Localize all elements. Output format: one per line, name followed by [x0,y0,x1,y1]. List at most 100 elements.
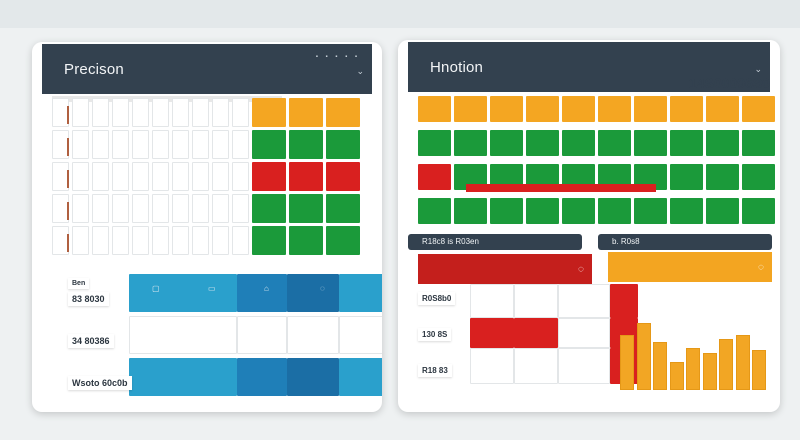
chevron-down-icon[interactable]: ⌄ [356,66,364,76]
grid-cell[interactable] [454,198,487,224]
expand-icon[interactable]: ◌ [758,262,764,273]
grid-cell[interactable] [598,198,631,224]
grid-cell[interactable] [418,130,451,156]
grid-cell[interactable] [192,226,209,255]
grid-cell[interactable] [212,226,229,255]
grid-cell[interactable] [562,96,595,122]
grid-cell[interactable] [232,226,249,255]
grid-cell[interactable] [152,194,169,223]
grid-cell[interactable] [72,194,89,223]
grid-cell[interactable] [670,164,703,190]
table-cell[interactable] [558,348,610,384]
grid-cell[interactable] [172,130,189,159]
grid-cell[interactable] [289,226,323,255]
grid-cell[interactable] [326,162,360,191]
grid-cell[interactable] [72,130,89,159]
table-cell[interactable] [287,358,339,396]
grid-cell[interactable] [112,194,129,223]
section-bar-right[interactable]: b. R0s8 [598,234,772,250]
grid-cell[interactable] [742,198,775,224]
grid-cell[interactable] [172,194,189,223]
grid-cell[interactable] [92,130,109,159]
grid-cell[interactable] [152,226,169,255]
grid-cell[interactable] [706,164,739,190]
grid-cell[interactable] [92,162,109,191]
table-cell[interactable] [287,274,339,312]
grid-cell[interactable] [232,162,249,191]
table-cell[interactable] [287,316,339,354]
table-cell[interactable] [470,318,514,348]
grid-cell[interactable] [742,130,775,156]
table-cell[interactable] [237,274,287,312]
header-toolbar-icons[interactable]: ▪ ▪ ▪ ▪ ▪ [315,54,360,60]
grid-cell[interactable] [72,162,89,191]
grid-cell[interactable] [526,130,559,156]
grid-cell[interactable] [212,130,229,159]
grid-cell[interactable] [192,162,209,191]
grid-cell[interactable] [92,226,109,255]
grid-cell[interactable] [252,98,286,127]
table-cell[interactable] [339,358,382,396]
grid-cell[interactable] [706,130,739,156]
grid-cell[interactable] [132,130,149,159]
grid-cell[interactable] [562,130,595,156]
grid-cell[interactable] [454,130,487,156]
grid-cell[interactable] [152,162,169,191]
grid-cell[interactable] [252,226,286,255]
grid-cell[interactable] [112,130,129,159]
grid-cell[interactable] [634,130,667,156]
grid-cell[interactable] [212,162,229,191]
grid-cell[interactable] [172,162,189,191]
grid-cell[interactable] [706,198,739,224]
table-cell[interactable] [129,316,237,354]
grid-cell[interactable] [634,198,667,224]
table-cell[interactable] [129,358,237,396]
grid-cell[interactable] [326,98,360,127]
grid-cell[interactable] [132,98,149,127]
table-cell[interactable] [470,348,514,384]
grid-cell[interactable] [670,130,703,156]
grid-cell[interactable] [289,194,323,223]
table-cell[interactable] [470,284,514,318]
grid-cell[interactable] [326,226,360,255]
grid-cell[interactable] [490,198,523,224]
section-bar-left[interactable]: R18c8 is R03en [408,234,582,250]
grid-cell[interactable] [112,226,129,255]
grid-cell[interactable] [72,98,89,127]
table-cell[interactable] [237,316,287,354]
table-cell[interactable] [339,316,382,354]
grid-cell[interactable] [490,130,523,156]
grid-cell[interactable] [232,194,249,223]
table-cell[interactable] [339,274,382,312]
grid-cell[interactable] [92,98,109,127]
grid-cell[interactable] [418,198,451,224]
grid-cell[interactable] [92,194,109,223]
grid-cell[interactable] [112,98,129,127]
table-cell[interactable] [558,318,610,348]
grid-cell[interactable] [252,162,286,191]
grid-cell[interactable] [152,130,169,159]
grid-cell[interactable] [598,130,631,156]
grid-cell[interactable] [326,130,360,159]
table-cell[interactable] [514,284,558,318]
grid-cell[interactable] [289,98,323,127]
grid-cell[interactable] [232,98,249,127]
table-cell[interactable] [558,284,610,318]
table-cell[interactable] [129,274,237,312]
grid-cell[interactable] [490,96,523,122]
grid-cell[interactable] [289,162,323,191]
table-cell[interactable] [610,284,638,318]
expand-icon[interactable]: ◌ [578,264,584,275]
grid-cell[interactable] [252,130,286,159]
table-cell[interactable] [514,318,558,348]
grid-cell[interactable] [454,96,487,122]
grid-cell[interactable] [418,96,451,122]
grid-cell[interactable] [562,198,595,224]
grid-cell[interactable] [192,98,209,127]
grid-cell[interactable] [232,130,249,159]
grid-cell[interactable] [172,226,189,255]
grid-cell[interactable] [742,164,775,190]
grid-cell[interactable] [418,164,451,190]
grid-cell[interactable] [192,194,209,223]
grid-cell[interactable] [192,130,209,159]
